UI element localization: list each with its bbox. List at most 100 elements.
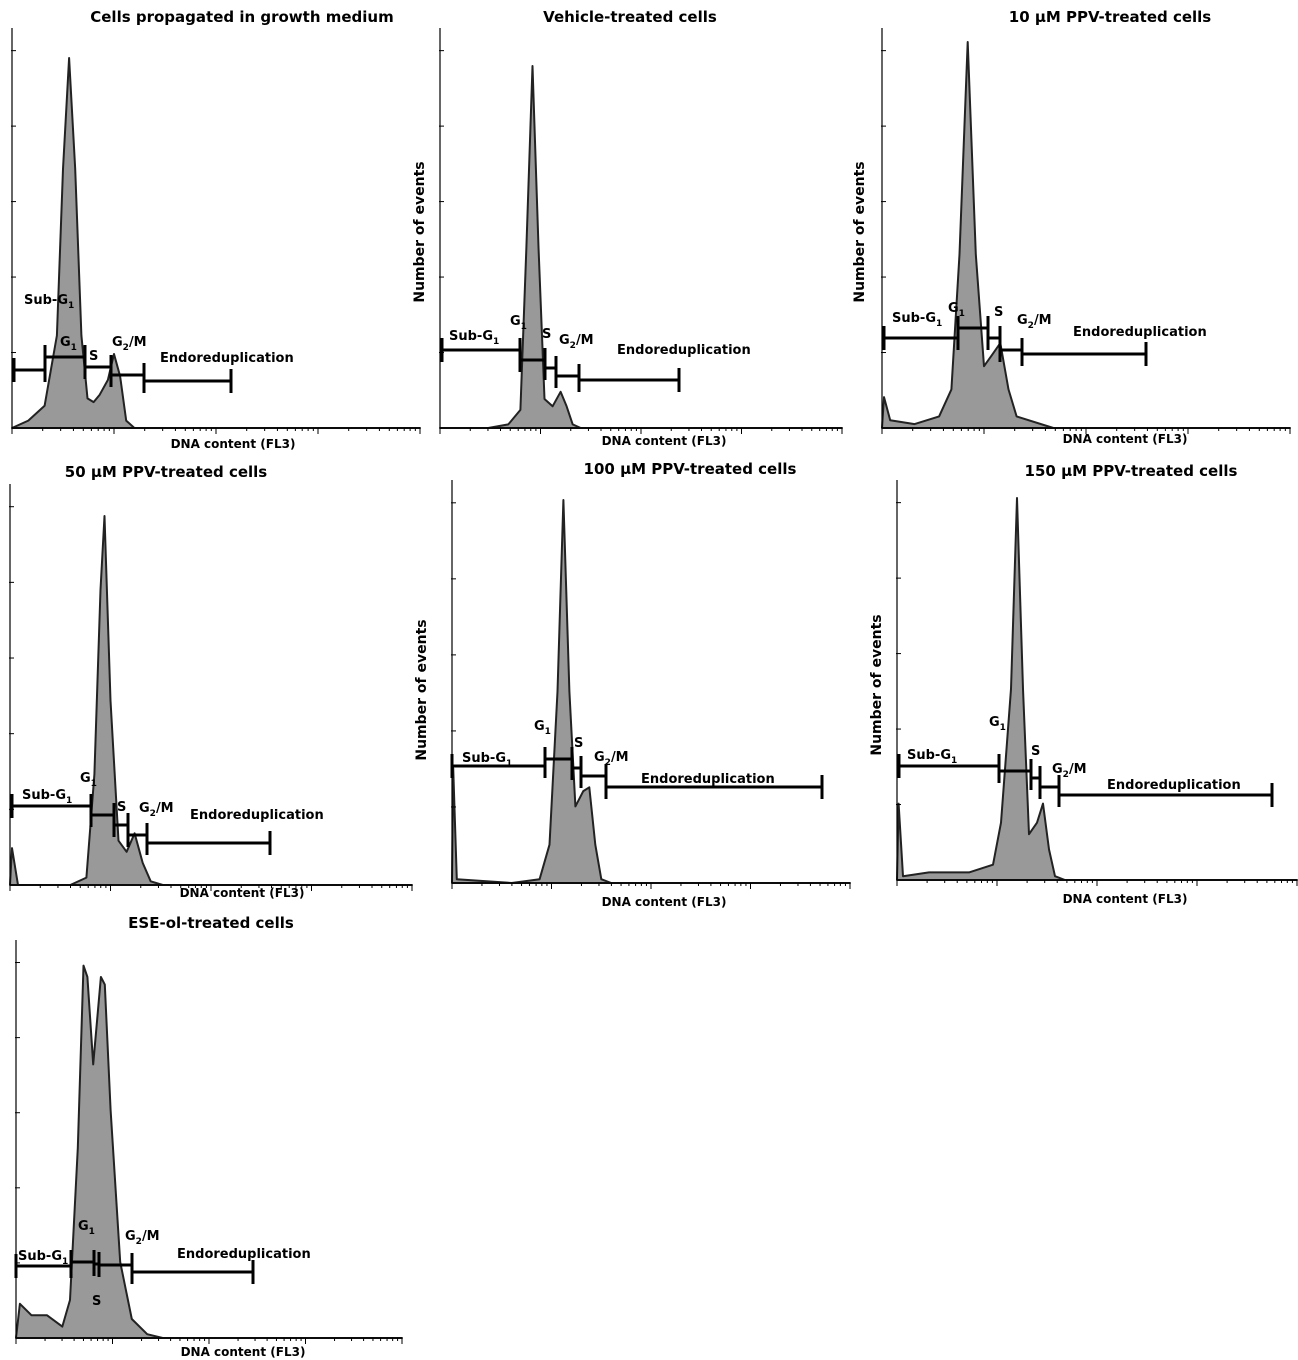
x-axis-label: DNA content (FL3) bbox=[171, 437, 296, 451]
gate-label-main: G bbox=[948, 301, 959, 316]
x-axis-label: DNA content (FL3) bbox=[602, 895, 727, 909]
gate-label-tail: /M bbox=[1069, 762, 1087, 777]
gate-label: Endoreduplication bbox=[641, 772, 775, 787]
gate-label: G2/M bbox=[559, 333, 594, 351]
gate-label-subscript: 2 bbox=[605, 758, 611, 768]
histogram-panel-6: 150 µM PPV-treated cells Number of events… bbox=[869, 462, 1298, 906]
gate-label-main: G bbox=[80, 771, 91, 786]
gate-label-subscript: 1 bbox=[66, 796, 72, 806]
gate-label: Sub-G1 bbox=[892, 311, 942, 329]
gate-label-text: Endoreduplication bbox=[1107, 778, 1241, 793]
x-axis-label: DNA content (FL3) bbox=[602, 434, 727, 448]
x-axis-label: DNA content (FL3) bbox=[1063, 432, 1188, 446]
gate-label-subscript: 2 bbox=[1028, 321, 1034, 331]
gate-label-subscript: 1 bbox=[91, 779, 97, 789]
gate-label: G1 bbox=[78, 1219, 95, 1237]
gate-label-text: Sub- bbox=[18, 1249, 51, 1264]
gate-sub-g1: Sub-G1 bbox=[897, 748, 1001, 778]
gate-label-main: G bbox=[112, 335, 123, 350]
gate-label: G2/M bbox=[139, 801, 174, 819]
gate-label: G1 bbox=[60, 335, 77, 353]
gate-label-text: Sub- bbox=[462, 751, 495, 766]
histogram-curve bbox=[896, 497, 1298, 881]
gate-label-subscript: 1 bbox=[959, 309, 965, 319]
gate-label-subscript: 2 bbox=[123, 343, 129, 353]
gate-endoreduplication: Endoreduplication bbox=[1057, 778, 1274, 807]
panel-title: Cells propagated in growth medium bbox=[90, 8, 393, 26]
gate-label-subscript: 1 bbox=[951, 756, 957, 766]
gate-endoreduplication: Endoreduplication bbox=[604, 772, 824, 799]
gate-label-subscript: 1 bbox=[89, 1227, 95, 1237]
gate-label: G1 bbox=[948, 301, 965, 319]
gate-label-text: Endoreduplication bbox=[617, 343, 751, 358]
gate-label: Endoreduplication bbox=[160, 351, 294, 366]
gate-label: Sub-G1 bbox=[449, 329, 499, 347]
gate-label-text: Sub- bbox=[892, 311, 925, 326]
gate-label: G2/M bbox=[1052, 762, 1087, 780]
gate-label: Sub-G1 bbox=[907, 748, 957, 766]
x-axis-label: DNA content (FL3) bbox=[181, 1345, 306, 1359]
gate-label: S bbox=[574, 736, 583, 751]
gate-label-tail: /M bbox=[156, 801, 174, 816]
histogram-panel-5: 100 µM PPV-treated cells Number of events… bbox=[414, 460, 851, 909]
gate-label-subscript: 1 bbox=[62, 1257, 68, 1267]
gate-label-text: Endoreduplication bbox=[177, 1247, 311, 1262]
histogram-curve bbox=[15, 964, 403, 1339]
gate-label-tail: /M bbox=[1034, 313, 1052, 328]
gate-label-text: Endoreduplication bbox=[190, 808, 324, 823]
gate-label-subscript: 1 bbox=[506, 759, 512, 769]
gate-endoreduplication: Endoreduplication bbox=[142, 351, 294, 393]
gate-label-main: G bbox=[482, 329, 493, 344]
histogram-panel-2: Vehicle-treated cells Number of events DNA… bbox=[412, 8, 843, 448]
gate-label: G1 bbox=[510, 314, 527, 332]
gate-label: Endoreduplication bbox=[1107, 778, 1241, 793]
gate-endoreduplication: Endoreduplication bbox=[145, 808, 324, 855]
gate-sub-g1: Sub-G1 bbox=[450, 751, 547, 778]
gate-sub-g1: Sub-G1 bbox=[10, 788, 93, 818]
histogram-panel-1: Cells propagated in growth medium DNA con… bbox=[11, 8, 421, 451]
gate-label-subscript: 2 bbox=[136, 1237, 142, 1247]
gate-label-text: S bbox=[1031, 744, 1040, 759]
gate-label: S bbox=[994, 305, 1003, 320]
histogram-curve bbox=[9, 515, 413, 886]
gate-label: Sub-G1 bbox=[462, 751, 512, 769]
gate-label-main: G bbox=[940, 748, 951, 763]
gate-endoreduplication: Endoreduplication bbox=[577, 343, 751, 392]
gate-label: G2/M bbox=[125, 1229, 160, 1247]
gate-label: S bbox=[542, 327, 551, 342]
gate-label-subscript: 1 bbox=[68, 301, 74, 311]
gate-endoreduplication: Endoreduplication bbox=[1020, 325, 1207, 366]
gate-g2-m: G2/M bbox=[1038, 762, 1087, 799]
gate-label-subscript: 1 bbox=[71, 343, 77, 353]
gate-label-text: S bbox=[542, 327, 551, 342]
gate-label-subscript: 1 bbox=[936, 319, 942, 329]
gate-label-subscript: 1 bbox=[493, 337, 499, 347]
panel-title: 100 µM PPV-treated cells bbox=[584, 460, 797, 478]
panel-title: 50 µM PPV-treated cells bbox=[65, 463, 268, 481]
gate-label-text: S bbox=[574, 736, 583, 751]
gate-label-text: S bbox=[117, 800, 126, 815]
gate-g2-m: G2/M bbox=[109, 335, 147, 387]
gate-label-tail: /M bbox=[142, 1229, 160, 1244]
gate-label-subscript: 1 bbox=[521, 322, 527, 332]
gate-label-subscript: 2 bbox=[150, 809, 156, 819]
gate-label-subscript: 1 bbox=[1000, 723, 1006, 733]
y-axis-label: Number of events bbox=[852, 161, 868, 302]
histogram-panel-7: ESE-ol-treated cells DNA content (FL3) Sub… bbox=[14, 914, 403, 1359]
histogram-panel-4: 50 µM PPV-treated cells DNA content (FL3)… bbox=[9, 463, 413, 900]
gate-label-main: G bbox=[55, 788, 66, 803]
gate-label-text: S bbox=[92, 1294, 101, 1309]
gate-label-main: G bbox=[594, 750, 605, 765]
gate-label-main: G bbox=[78, 1219, 89, 1234]
gate-label-main: G bbox=[125, 1229, 136, 1244]
gate-label-main: G bbox=[57, 293, 68, 308]
gate-sub-g1: Sub-G1 bbox=[14, 1249, 73, 1278]
gate-label-main: G bbox=[989, 715, 1000, 730]
panel-title: Vehicle-treated cells bbox=[543, 8, 717, 26]
gate-label-main: G bbox=[1052, 762, 1063, 777]
gate-label-tail: /M bbox=[611, 750, 629, 765]
gate-sub-g1: Sub-G1 bbox=[12, 293, 74, 382]
panel-title: 10 µM PPV-treated cells bbox=[1009, 8, 1212, 26]
gate-label-text: Endoreduplication bbox=[641, 772, 775, 787]
gate-label-subscript: 2 bbox=[570, 341, 576, 351]
